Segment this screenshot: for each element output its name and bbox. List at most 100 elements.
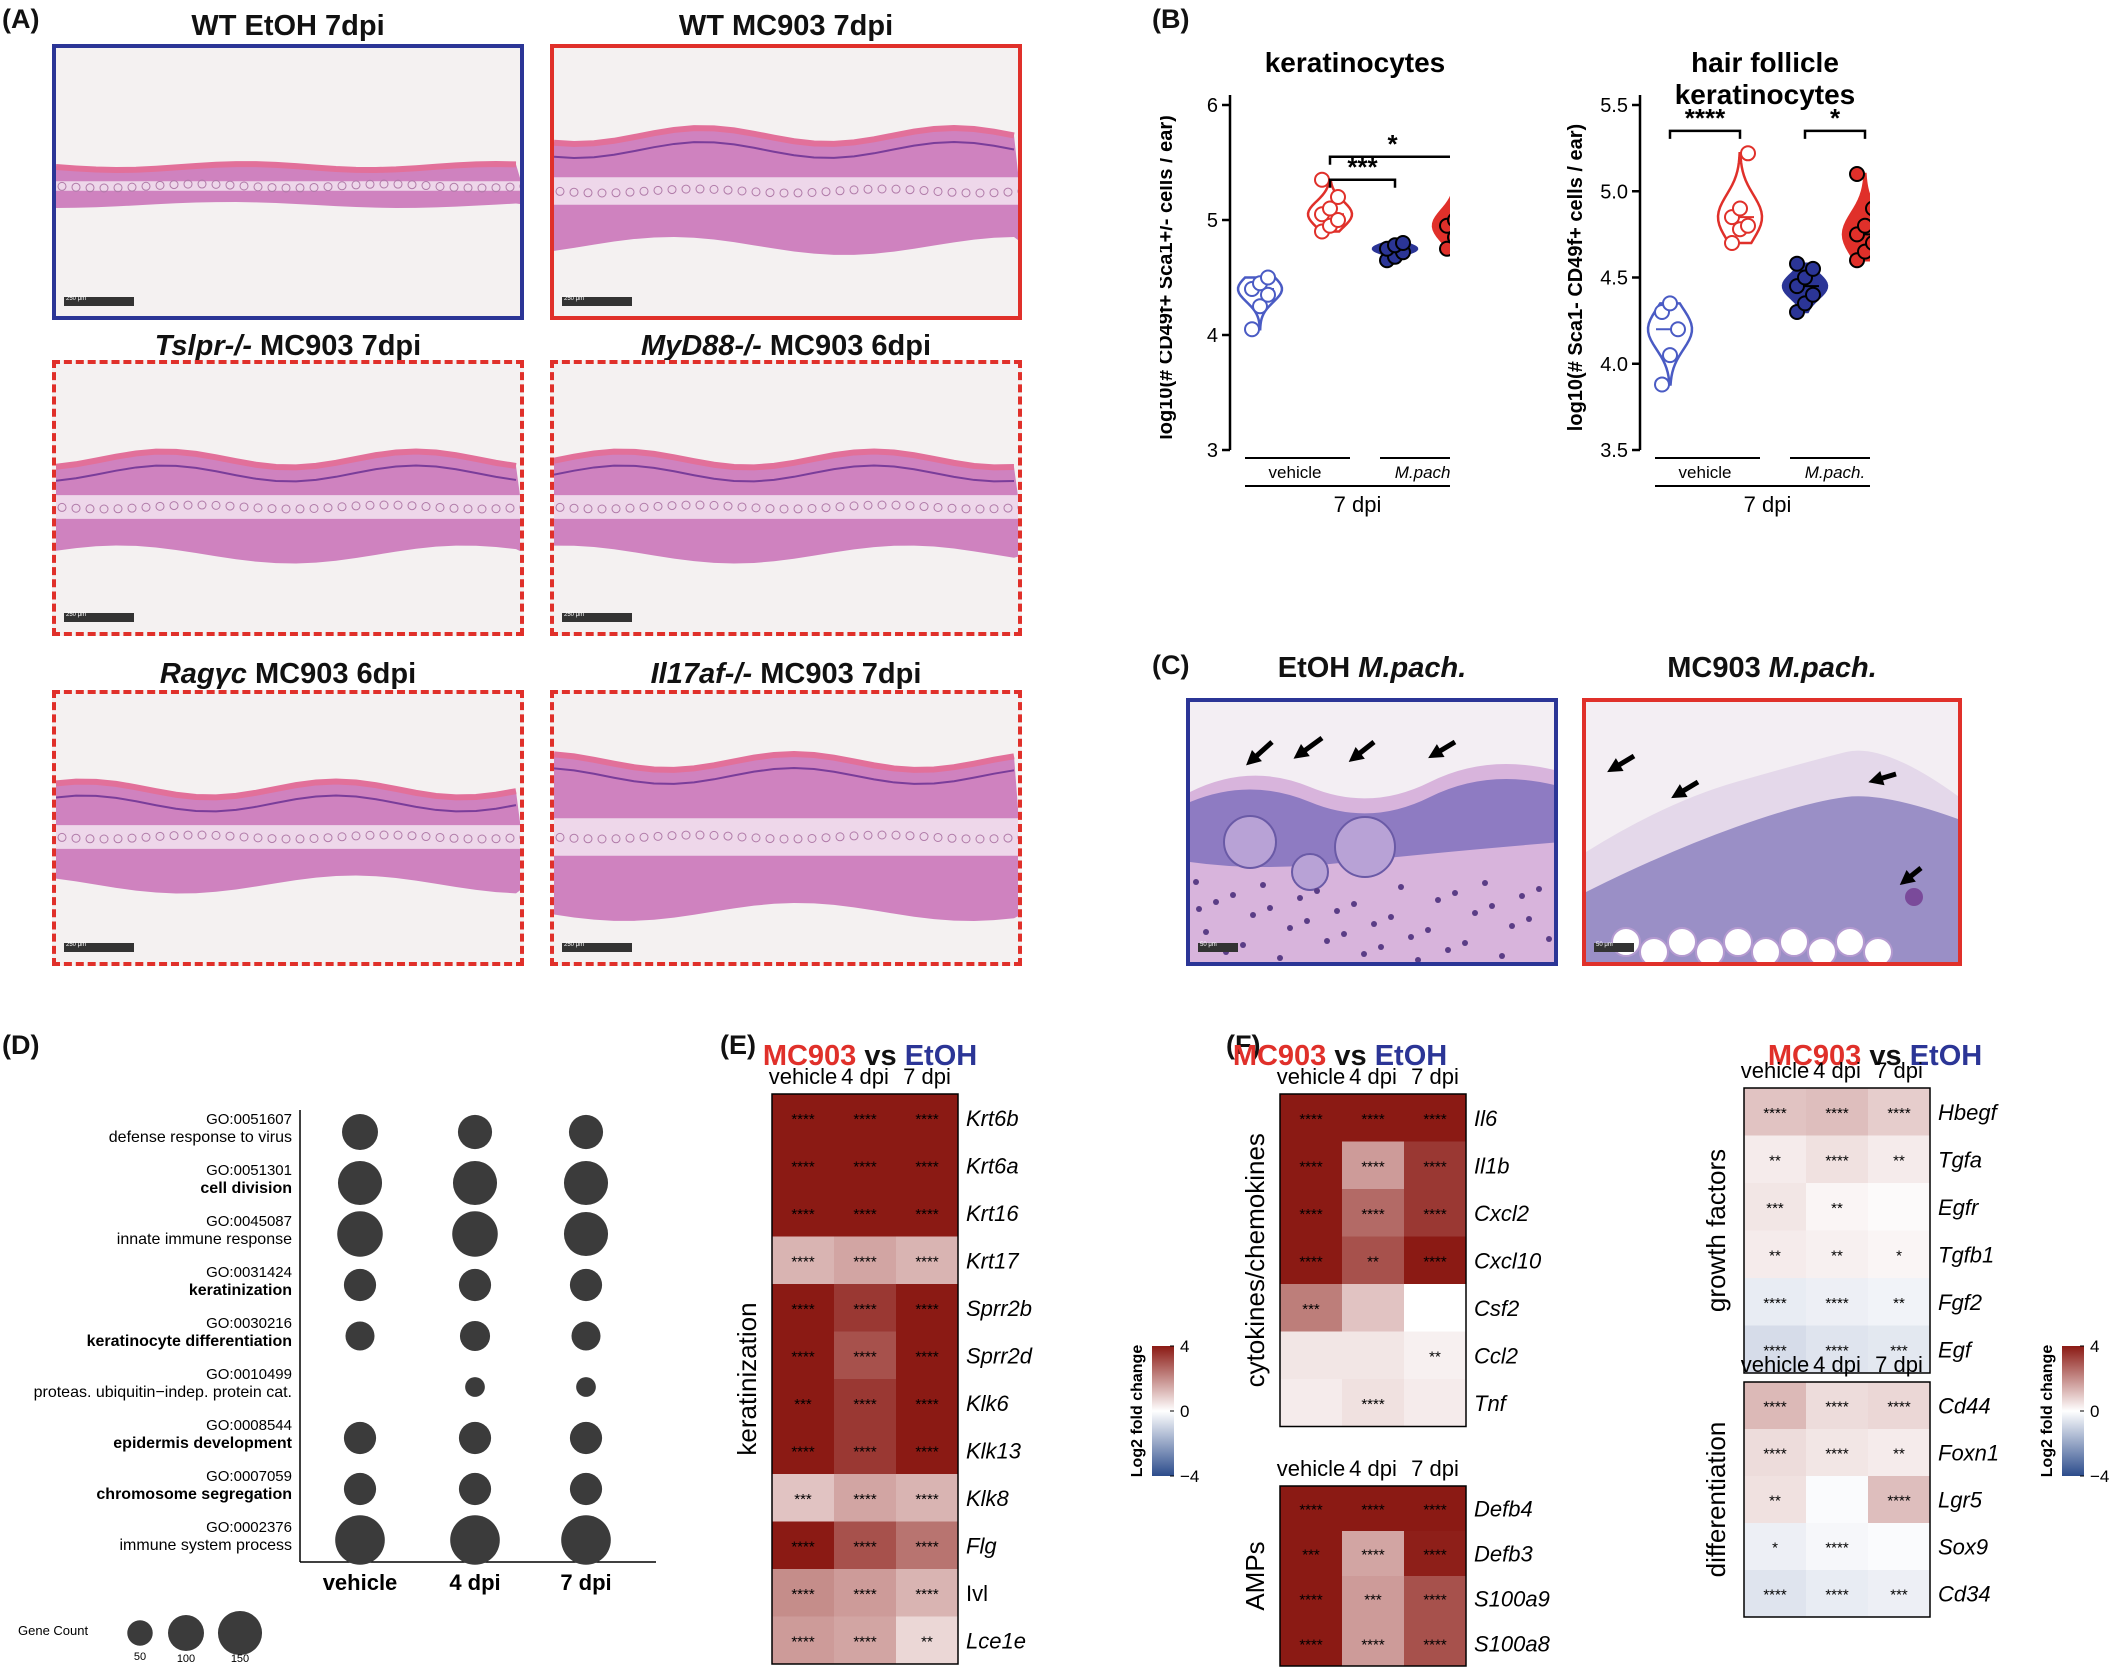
- heatmap-row-label: Tgfb1: [1938, 1242, 1994, 1267]
- heatmap-row-label: Klk8: [966, 1486, 1010, 1511]
- heatmap-cell: [896, 1236, 958, 1284]
- panel-label-b: (B): [1152, 4, 1190, 34]
- go-term-name: keratinocyte differentiation: [87, 1333, 292, 1350]
- go-dot: [337, 1160, 383, 1206]
- panel-c-right-title: MC903 M.pach.: [1667, 652, 1877, 684]
- heatmap-significance: ****: [1763, 1295, 1787, 1312]
- heatmap-significance: ****: [1825, 1152, 1849, 1169]
- heatmap-cell: [1404, 1576, 1466, 1621]
- y-tick-label: 4.5: [1600, 268, 1628, 290]
- scale-bar-label: 50 μm: [1596, 942, 1613, 948]
- heatmap-cell: [1744, 1382, 1806, 1429]
- title-genotype: Tslpr-/-: [154, 330, 252, 362]
- title-text: WT EtOH 7dpi: [191, 10, 385, 42]
- heatmap-cell: [1806, 1523, 1868, 1570]
- heatmap-row-label: Ivl: [966, 1581, 988, 1606]
- data-point: [1447, 213, 1450, 227]
- data-point: [1849, 166, 1865, 182]
- heatmap-cell: [1280, 1379, 1342, 1427]
- heatmap-column-label: 7 dpi: [1411, 1456, 1459, 1481]
- heatmap-row-label: Sprr2d: [966, 1343, 1033, 1368]
- heatmap-row-label: Krt17: [966, 1248, 1019, 1273]
- histology-title-5: Ragγc MC903 6dpi: [52, 658, 524, 691]
- scale-bar-label: 250 μm: [66, 942, 87, 948]
- heatmap-row-label: Krt6b: [966, 1106, 1019, 1131]
- heatmap-significance: ****: [791, 1301, 815, 1318]
- heatmap-cell: [1404, 1094, 1466, 1142]
- heatmap-cell: [772, 1521, 834, 1569]
- heatmap-cell: [1342, 1531, 1404, 1576]
- heatmap-significance: ***: [1766, 1200, 1784, 1217]
- color-legend-title: Log2 fold change: [2039, 1345, 2056, 1478]
- group-label: vehicle: [1679, 463, 1732, 482]
- go-term-id: GO:0031424: [206, 1264, 292, 1281]
- data-point: [1260, 269, 1276, 286]
- go-dot: [458, 1268, 492, 1302]
- histology-image-4: 250 μm: [550, 360, 1022, 636]
- heatmap-significance: ****: [1299, 1111, 1323, 1128]
- heatmap-cell: [1280, 1094, 1342, 1142]
- heatmap-row-group: differentiation: [1701, 1422, 1731, 1578]
- heatmap-significance: ****: [853, 1158, 877, 1175]
- heatmap-column-label: 4 dpi: [1349, 1064, 1397, 1089]
- significance-label: *: [1830, 103, 1841, 133]
- heatmap-row-label: Sox9: [1938, 1535, 1988, 1560]
- heatmap-cell: [834, 1236, 896, 1284]
- heatmap-cell: [1868, 1278, 1930, 1326]
- heatmap-cell: [1806, 1325, 1868, 1373]
- heatmap-cell: [1806, 1570, 1868, 1617]
- y-axis-label: log10(# Sca1- CD49f+ cells / ear): [1565, 124, 1587, 431]
- heatmap-cell: [1404, 1331, 1466, 1379]
- panel-label-d: (D): [2, 1030, 40, 1060]
- heatmap-significance: ****: [853, 1396, 877, 1413]
- heatmap-cell: [1342, 1331, 1404, 1379]
- go-dot: [343, 1472, 377, 1506]
- histology-title-1: WT EtOH 7dpi: [52, 10, 524, 43]
- color-legend-tick: −4: [2090, 1467, 2109, 1486]
- size-legend-dot: [217, 1610, 263, 1656]
- heatmap-cell: [1868, 1135, 1930, 1183]
- go-term-id: GO:0051301: [206, 1162, 292, 1179]
- heatmap-significance: ****: [1423, 1637, 1447, 1654]
- heatmap-cell: [1868, 1382, 1930, 1429]
- heatmap-significance: ****: [791, 1443, 815, 1460]
- x-tick-label: 4 dpi: [449, 1570, 500, 1595]
- heatmap-cell: [896, 1284, 958, 1332]
- heatmap-significance: **: [1429, 1348, 1441, 1365]
- heatmap-row-label: S100a9: [1474, 1587, 1550, 1612]
- color-legend-tick: 4: [1180, 1337, 1189, 1356]
- heatmap-row-label: Krt6a: [966, 1153, 1019, 1178]
- heatmap-column-label: 4 dpi: [841, 1064, 889, 1089]
- significance-label: ****: [1685, 103, 1726, 133]
- data-point: [1670, 321, 1686, 338]
- heatmap-significance: ***: [1890, 1587, 1908, 1604]
- heatmap-cell: [772, 1426, 834, 1474]
- title-condition: MC903 7dpi: [752, 658, 922, 690]
- x-tick-label: vehicle: [323, 1570, 398, 1595]
- heatmap-significance: ****: [915, 1348, 939, 1365]
- heatmap-cell: [1404, 1236, 1466, 1284]
- heatmap-significance: ****: [1763, 1446, 1787, 1463]
- heatmap-significance: **: [1769, 1247, 1781, 1264]
- go-dot: [450, 1515, 500, 1565]
- go-dot: [561, 1515, 611, 1565]
- heatmap-cell: [1342, 1236, 1404, 1284]
- heatmap-cell: [1280, 1284, 1342, 1332]
- heatmap-cell: [1404, 1486, 1466, 1531]
- scale-bar-label: 250 μm: [564, 612, 585, 618]
- color-legend-tick: 4: [2090, 1337, 2099, 1356]
- heatmap-significance: ****: [1887, 1493, 1911, 1510]
- heatmap-cell: [834, 1474, 896, 1522]
- x-tick-label: 7 dpi: [560, 1570, 611, 1595]
- go-term-name: chromosome segregation: [96, 1486, 292, 1503]
- heatmap-column-label: 7 dpi: [1875, 1352, 1923, 1377]
- violin-shape: [1716, 152, 1764, 245]
- title-condition: MC903 6dpi: [246, 658, 417, 690]
- heatmap-row-label: Csf2: [1474, 1296, 1519, 1321]
- heatmap-significance: ****: [1423, 1547, 1447, 1564]
- heatmap-cell: [1404, 1379, 1466, 1427]
- heatmap-cell: [834, 1094, 896, 1142]
- heatmap-row-label: Defb3: [1474, 1542, 1533, 1567]
